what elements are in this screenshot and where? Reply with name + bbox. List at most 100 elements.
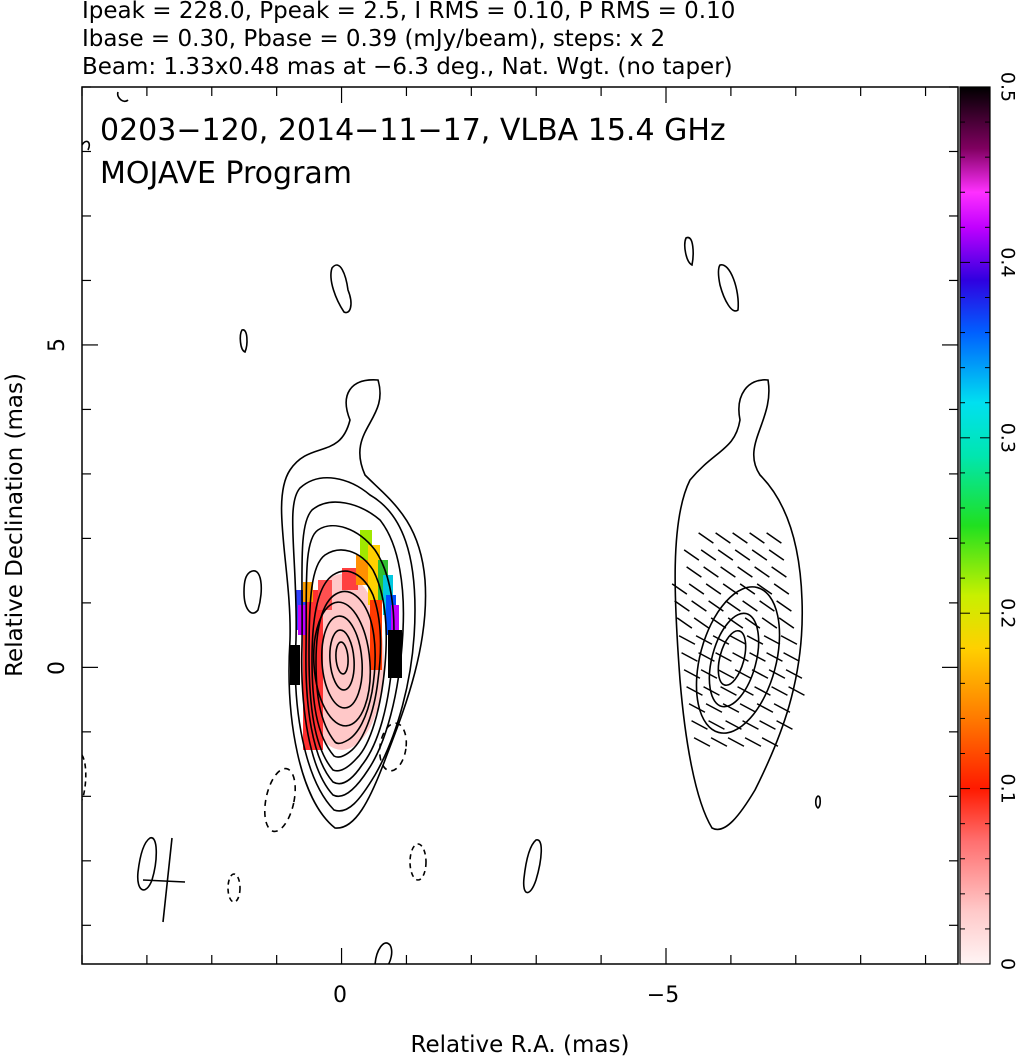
evpa-vector: [746, 635, 764, 645]
evpa-vector: [744, 737, 762, 747]
evpa-vector: [763, 635, 781, 645]
evpa-vector: [691, 720, 708, 730]
right-contour-3: [708, 612, 760, 708]
evpa-vector: [722, 703, 740, 713]
evpa-vector: [695, 635, 713, 645]
contour-blob-7: [116, 91, 129, 103]
x-tick-label-minus5: −5: [647, 983, 679, 1008]
evpa-vector: [710, 737, 728, 747]
contour-outer: [280, 379, 427, 829]
evpa-vector: [768, 549, 785, 561]
evpa-vector: [703, 566, 719, 578]
contour-2: [291, 476, 416, 812]
intensity-contours: [82, 91, 543, 964]
evpa-vector: [678, 635, 696, 645]
evpa-vector: [739, 703, 757, 713]
colorbar-label: 0.5: [997, 72, 1019, 102]
contour-blob-8: [82, 140, 91, 151]
evpa-vector: [722, 583, 739, 595]
header-line-2: Ibase = 0.30, Pbase = 0.39 (mJy/beam), s…: [82, 26, 665, 52]
evpa-vector: [785, 669, 803, 679]
evpa-vector: [725, 720, 742, 730]
evpa-vector: [788, 686, 805, 696]
y-axis-label: Relative Declination (mas): [2, 373, 28, 677]
evpa-vector: [717, 669, 735, 679]
evpa-vector: [732, 532, 748, 544]
evpa-vector: [727, 617, 744, 629]
evpa-vector: [780, 635, 798, 645]
neg-contour-2: [263, 767, 297, 833]
plot-frame: [81, 86, 959, 965]
evpa-vector: [727, 737, 745, 747]
evpa-vector: [676, 617, 693, 629]
evpa-vector: [751, 669, 769, 679]
evpa-vector: [778, 617, 795, 629]
evpa-vector: [766, 532, 782, 544]
right-contour-2: [695, 586, 781, 734]
evpa-vector: [725, 600, 741, 612]
colorbar-label: 0: [997, 958, 1019, 970]
pol-right-purple: [391, 605, 399, 635]
contour-blob-3: [243, 570, 263, 614]
evpa-vector: [776, 720, 793, 730]
evpa-vector: [751, 549, 768, 561]
evpa-vector: [756, 703, 774, 713]
evpa-vector: [783, 652, 800, 662]
contour-10: [329, 629, 355, 691]
colorbar-label: 0.3: [997, 423, 1019, 453]
evpa-vector: [761, 617, 778, 629]
evpa-vector: [761, 737, 779, 747]
evpa-vector: [742, 600, 758, 612]
evpa-vector: [773, 583, 790, 595]
evpa-vectors: [671, 532, 805, 747]
evpa-vector: [708, 720, 725, 730]
evpa-vector: [698, 532, 714, 544]
neg-contour-5: [82, 754, 87, 801]
beam-marker: [142, 837, 186, 923]
evpa-vector: [671, 583, 688, 595]
evpa-vector: [754, 566, 770, 578]
right-blob-1: [684, 236, 694, 267]
evpa-vector: [686, 566, 702, 578]
x-tick-label-0: 0: [333, 983, 347, 1008]
contour-7: [315, 590, 376, 745]
evpa-vector: [703, 686, 720, 696]
contour-6: [311, 570, 382, 758]
right-blob-2: [717, 264, 740, 312]
contour-11: [335, 641, 349, 675]
evpa-vector: [768, 669, 786, 679]
evpa-vector: [705, 583, 722, 595]
evpa-vector: [759, 720, 776, 730]
neg-contour-4: [227, 873, 241, 903]
evpa-vector: [771, 686, 788, 696]
evpa-vector: [734, 669, 752, 679]
evpa-vector: [691, 600, 707, 612]
evpa-vector: [674, 600, 690, 612]
evpa-vector: [715, 652, 732, 662]
evpa-vector: [688, 703, 706, 713]
evpa-vector: [771, 566, 787, 578]
contour-3: [300, 501, 405, 797]
contour-8: [312, 601, 372, 727]
contour-blob-2: [239, 329, 248, 354]
axis-ticks: [81, 86, 958, 964]
evpa-vector: [766, 652, 783, 662]
header-line-1: Ipeak = 228.0, Ppeak = 2.5, I RMS = 0.10…: [82, 0, 735, 24]
right-blob-3: [814, 795, 822, 809]
header-line-3: Beam: 1.33x0.48 mas at −6.3 deg., Nat. W…: [82, 54, 733, 80]
evpa-vector: [686, 686, 703, 696]
contour-blob-4: [136, 837, 158, 891]
evpa-vector: [698, 652, 715, 662]
neg-contour-1: [378, 722, 408, 772]
evpa-vector: [681, 652, 698, 662]
colorbar-labels: 0 0.1 0.2 0.3 0.4 0.5: [997, 72, 1019, 970]
evpa-vector: [693, 737, 711, 747]
evpa-vector: [720, 686, 737, 696]
x-axis-label: Relative R.A. (mas): [411, 1032, 630, 1058]
evpa-vector: [742, 720, 759, 730]
right-contour-outer: [674, 379, 804, 831]
contour-5: [308, 549, 387, 772]
pol-left-orange: [303, 582, 313, 602]
evpa-vector: [773, 703, 791, 713]
